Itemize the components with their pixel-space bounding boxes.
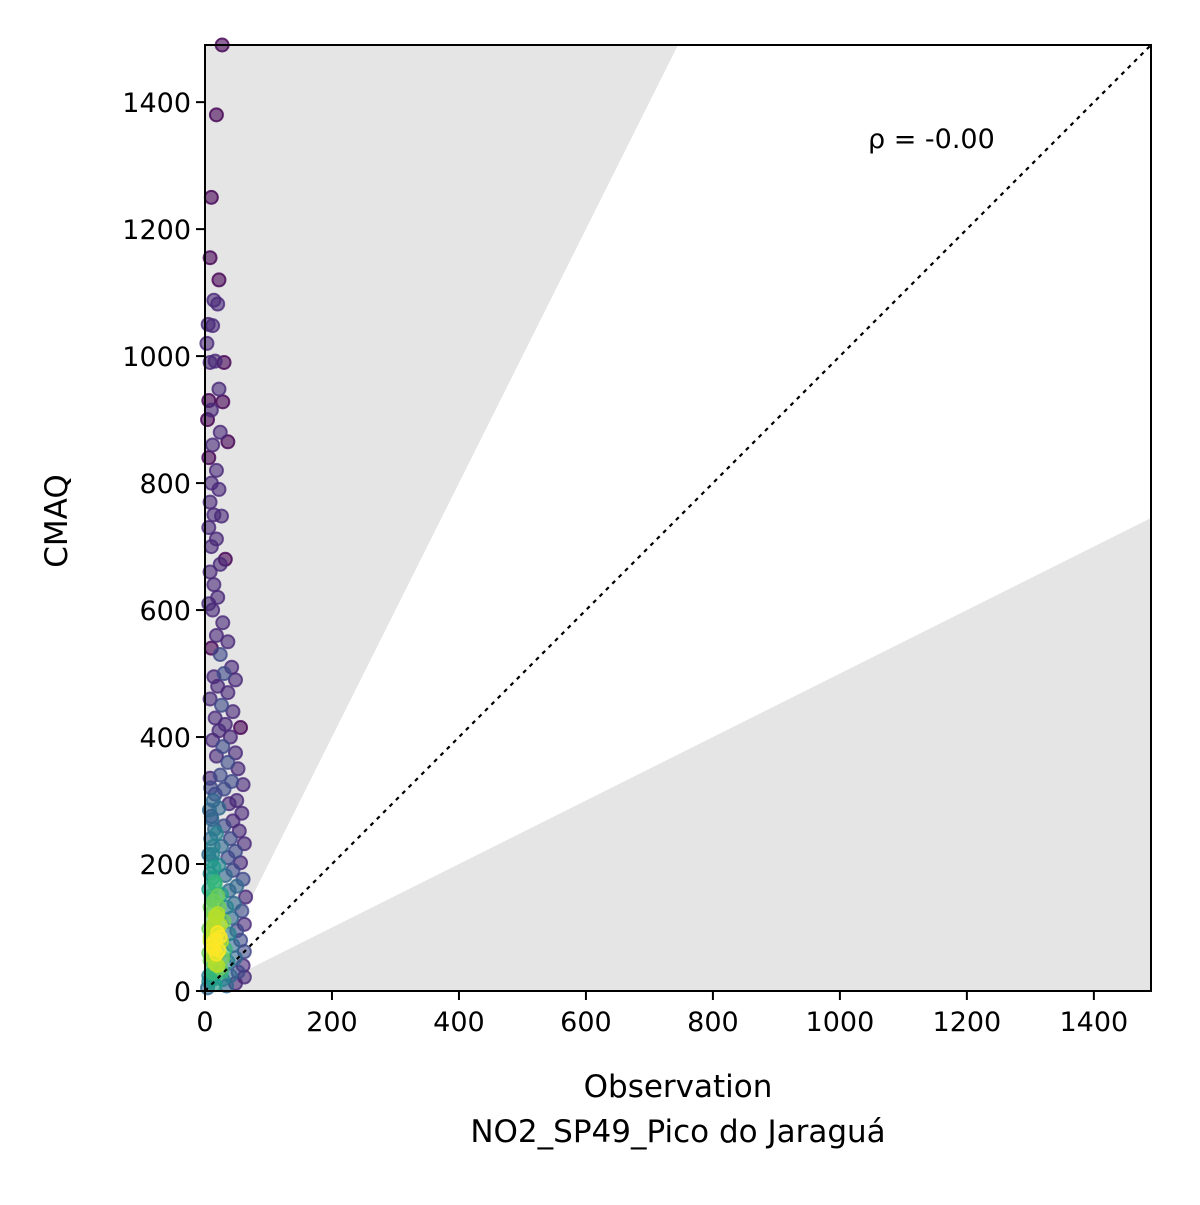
data-point [222,729,238,745]
data-point [212,424,228,440]
y-tick-label: 400 [139,723,191,754]
data-point [206,859,222,875]
data-point [214,697,230,713]
y-tick-label: 1000 [122,342,191,373]
x-tick-label: 400 [433,1007,485,1038]
data-point [220,754,236,770]
data-point [211,800,227,816]
data-point [215,615,231,631]
data-point [211,481,227,497]
data-point [207,353,223,369]
data-point [205,437,221,453]
data-point [233,720,249,736]
data-points-layer [199,37,254,996]
y-tick-label: 600 [139,596,191,627]
data-point [208,826,224,842]
data-point [238,889,254,905]
data-point [208,107,224,123]
data-point [212,767,228,783]
data-point [206,577,222,593]
data-point [202,250,218,266]
y-tick-label: 0 [174,977,191,1008]
data-point [225,704,241,720]
data-point [208,462,224,478]
x-tick-label: 1200 [933,1007,1002,1038]
data-point [212,556,228,572]
data-point [227,843,243,859]
plot-frame [204,44,1152,992]
one-to-one-line [204,44,1152,992]
reference-line-layer [204,44,1152,992]
x-tick-label: 1400 [1059,1007,1128,1038]
data-point [205,318,221,334]
lower-shaded-region [205,518,1151,991]
data-point [220,685,236,701]
x-tick-label: 1000 [806,1007,875,1038]
data-point [212,647,228,663]
data-point [206,507,222,523]
y-axis-label: CMAQ [39,474,75,567]
x-tick-label: 200 [306,1007,358,1038]
data-point [211,381,227,397]
data-point [227,745,243,761]
data-point [211,723,227,739]
y-tick-label: 1200 [122,215,191,246]
data-point [211,272,227,288]
x-tick-label: 600 [560,1007,612,1038]
data-point [210,296,226,312]
data-point [203,402,219,418]
shaded-band-layer [205,45,1151,991]
data-point [210,925,226,941]
data-point [199,335,215,351]
y-tick-label: 200 [139,850,191,881]
data-point [220,434,236,450]
upper-shaded-region [205,45,678,991]
x-axis-label: Observation [584,1069,773,1105]
data-point [216,666,232,682]
y-tick-label: 800 [139,469,191,500]
correlation-annotation: ρ = -0.00 [868,124,995,155]
data-point [208,627,224,643]
data-point [205,602,221,618]
axes-layer: 0 200 400 600 800 1000 1200 1400 0 200 400 600 800 10… [122,44,1152,1038]
data-point [203,189,219,205]
data-point [211,942,227,958]
data-point [215,739,231,755]
data-point [205,838,221,854]
x-tick-label: 800 [687,1007,739,1038]
y-tick-label: 1400 [122,88,191,119]
data-point [210,589,226,605]
x-tick-label: 0 [196,1007,213,1038]
data-point [215,394,231,410]
data-point [202,691,218,707]
x-axis-station-label: NO2_SP49_Pico do Jaraguá [470,1114,885,1150]
data-point [220,634,236,650]
data-point [208,531,224,547]
